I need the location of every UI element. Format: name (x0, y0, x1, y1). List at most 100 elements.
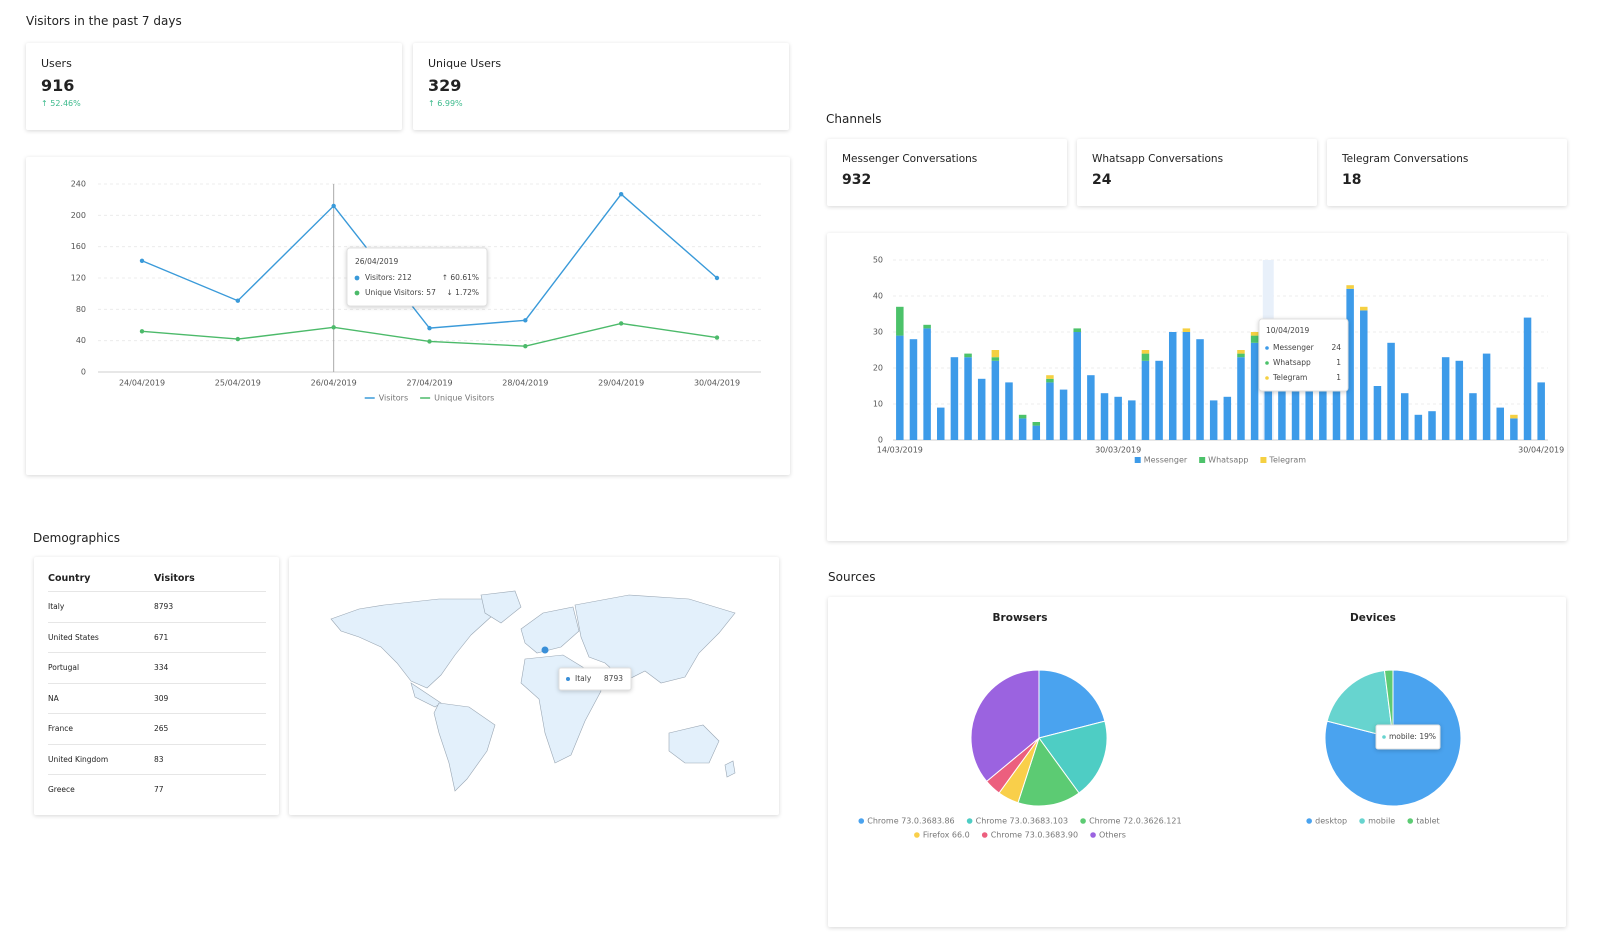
y-tick-label: 0 (81, 368, 86, 377)
tooltip-value: 8793 (604, 674, 623, 683)
bar-segment (896, 335, 904, 440)
table-row: NA 309 (48, 684, 266, 714)
table-cell: United Kingdom (48, 754, 109, 764)
continent (330, 598, 494, 689)
legend-swatch (1080, 818, 1086, 824)
tooltip-label: Messenger (1273, 343, 1315, 352)
table-row: United Kingdom 83 (48, 745, 266, 775)
channel-value: 18 (1342, 172, 1362, 188)
column-header: Visitors (154, 572, 195, 584)
tooltip-box (1258, 318, 1349, 392)
bar-segment (923, 328, 931, 440)
continent (480, 590, 522, 624)
y-tick-label: 200 (71, 211, 86, 220)
y-tick-label: 20 (873, 364, 883, 373)
line-chart: 0 40 80 120 160 200 240 24/04/2019 25/04/2019 26/… (71, 180, 761, 403)
tooltip-box (1375, 724, 1441, 750)
tooltip-label: Unique Visitors: 57 (365, 288, 436, 297)
legend-label: Firefox 66.0 (923, 831, 970, 840)
pie-slice (1383, 669, 1394, 739)
bar-segment (1387, 342, 1395, 440)
point (139, 258, 145, 263)
table-cell: 77 (154, 785, 164, 795)
tooltip: mobile: 19% (1375, 724, 1441, 750)
bar-segment (937, 407, 945, 440)
point (427, 325, 432, 331)
bar-segment (1046, 382, 1054, 440)
bar-segment (1168, 332, 1177, 440)
legend-swatch (914, 832, 920, 838)
table-header: Country Visitors (48, 565, 266, 592)
legend-swatch (858, 818, 865, 824)
point (714, 335, 720, 340)
bar-segment (1155, 360, 1163, 440)
bar-segment (1414, 414, 1423, 440)
legend-label: Chrome 73.0.3683.103 (976, 817, 1068, 826)
table-row: United States 671 (48, 623, 266, 653)
bar-segment (1510, 414, 1518, 419)
legend-swatch (1359, 818, 1365, 824)
pie-title: Devices (1350, 612, 1396, 624)
map-tooltip: Italy 8793 (558, 667, 632, 691)
table-row: Italy 8793 (48, 592, 266, 623)
tooltip-label: mobile: 19% (1389, 732, 1436, 741)
bar-segment (1237, 357, 1245, 440)
bar-segment (1346, 288, 1354, 440)
stat-card: Unique Users 329 ↑ 6.99% (413, 43, 789, 130)
bar-segment (1141, 350, 1150, 354)
pie-slice (1038, 669, 1106, 739)
y-tick-label: 160 (71, 242, 86, 251)
section-title: Sources (828, 570, 876, 584)
tooltip: 10/04/2019 Messenger 24 Whatsapp 1 Telegram 1 (1258, 318, 1349, 392)
table-cell: Greece (48, 785, 75, 795)
bar-segment (909, 339, 918, 440)
line-chart-card: 0 40 80 120 160 200 240 24/04/2019 25/04/2019 26/… (26, 157, 790, 475)
bar-segment (1059, 389, 1068, 440)
stat-card: Users 916 ↑ 52.46% (26, 43, 402, 130)
bar-chart-card: 0 10 20 30 40 50 14/03/2019 30/03/2019 30/04/201… (827, 233, 1567, 541)
legend-label: Chrome 73.0.3683.90 (991, 831, 1078, 840)
bar-segment (1291, 368, 1300, 440)
y-tick-label: 80 (76, 305, 86, 314)
legend-label: Whatsapp (1208, 456, 1248, 465)
stat-value: 916 (41, 76, 75, 95)
y-tick-label: 50 (873, 256, 883, 265)
x-tick-label: 14/03/2019 (877, 446, 923, 455)
y-tick-label: 40 (873, 292, 883, 301)
tooltip-dot (1265, 361, 1269, 365)
section-title: Visitors in the past 7 days (26, 14, 182, 28)
legend-label: desktop (1315, 817, 1347, 826)
bar-segment (991, 357, 1000, 361)
continent (724, 760, 736, 778)
point (331, 325, 336, 330)
bar-segment (923, 324, 931, 329)
stat-label: Unique Users (428, 57, 502, 70)
y-tick-label: 240 (71, 180, 86, 189)
x-tick-label: 24/04/2019 (119, 379, 165, 388)
tooltip-change: ↑ 60.61% (442, 273, 479, 282)
legend-swatch (1407, 818, 1414, 824)
bar-segment (896, 306, 904, 336)
bar-segment (950, 357, 959, 440)
continent (574, 594, 736, 684)
bar-segment (1046, 375, 1054, 379)
x-tick-label: 27/04/2019 (406, 379, 452, 388)
bar-segment (1482, 353, 1491, 440)
tooltip-box (558, 667, 632, 691)
pie-title: Browsers (993, 612, 1048, 624)
point (618, 191, 624, 197)
bar-segment (1018, 418, 1027, 440)
bar-segment (1005, 382, 1013, 440)
bar-segment (1250, 332, 1259, 336)
legend-label: Visitors (379, 394, 408, 403)
bar-segment (1496, 407, 1504, 440)
table-row: France 265 (48, 714, 266, 745)
legend-label: Unique Visitors (434, 394, 494, 403)
channel-label: Whatsapp Conversations (1092, 153, 1224, 165)
table-cell: 83 (154, 754, 164, 764)
bar-segment (1237, 353, 1245, 358)
channel-label: Telegram Conversations (1342, 153, 1469, 165)
pie-slice (1017, 736, 1080, 807)
bar-segment (1428, 411, 1436, 440)
table-cell: 334 (154, 663, 169, 673)
